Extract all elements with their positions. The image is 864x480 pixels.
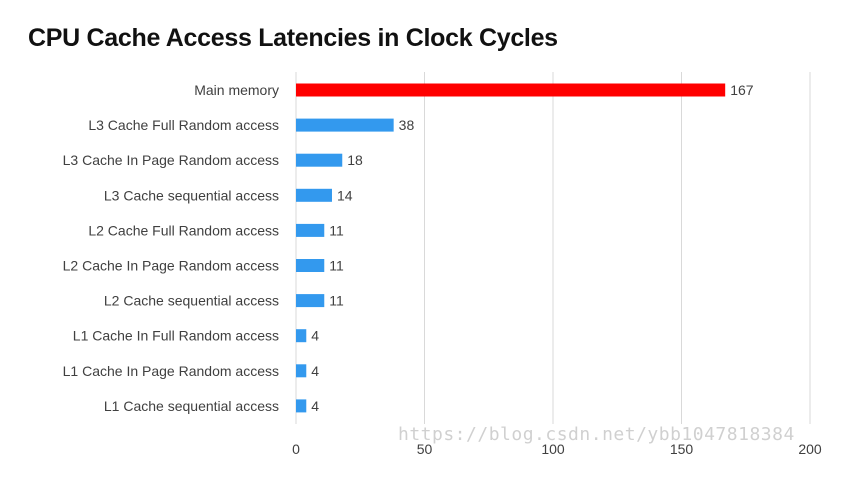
category-label: L3 Cache In Page Random access [63, 152, 279, 168]
category-label: L2 Cache Full Random access [88, 222, 279, 238]
bar [296, 399, 307, 413]
category-label: L3 Cache Full Random access [88, 117, 279, 133]
category-label: L2 Cache In Page Random access [63, 258, 279, 274]
data-label: 11 [329, 222, 344, 238]
bar [296, 223, 325, 237]
data-label: 4 [311, 398, 319, 414]
bar [296, 118, 394, 132]
x-tick-label: 50 [417, 441, 433, 457]
data-label: 14 [337, 187, 353, 203]
category-label: L2 Cache sequential access [104, 293, 279, 309]
category-label: L1 Cache In Page Random access [63, 363, 279, 379]
x-tick-label: 200 [798, 441, 822, 457]
labels: 0 50 100 150 200 Main memory 167 L3 Cache Full … [63, 82, 822, 457]
data-label: 38 [399, 117, 415, 133]
category-label: L1 Cache sequential access [104, 398, 279, 414]
data-label: 11 [329, 258, 344, 274]
category-label: L3 Cache sequential access [104, 187, 279, 203]
data-label: 4 [311, 363, 319, 379]
data-label: 11 [329, 293, 344, 309]
bar [296, 83, 726, 97]
bar [296, 259, 325, 272]
watermark-text: https://blog.csdn.net/ybb1047818384 [398, 424, 795, 445]
bar [296, 364, 307, 378]
category-label: L1 Cache In Full Random access [73, 328, 279, 344]
data-label: 18 [347, 152, 363, 168]
bar [296, 294, 325, 308]
x-tick-label: 100 [541, 441, 565, 457]
bar [296, 329, 307, 343]
data-label: 4 [311, 328, 319, 344]
x-tick-label: 0 [292, 441, 300, 457]
chart-title: CPU Cache Access Latencies in Clock Cycl… [28, 24, 558, 52]
bar [296, 188, 332, 202]
bars [296, 83, 726, 413]
x-tick-label: 150 [670, 441, 694, 457]
category-label: Main memory [194, 82, 279, 98]
data-label: 167 [730, 82, 754, 98]
bar [296, 153, 343, 167]
